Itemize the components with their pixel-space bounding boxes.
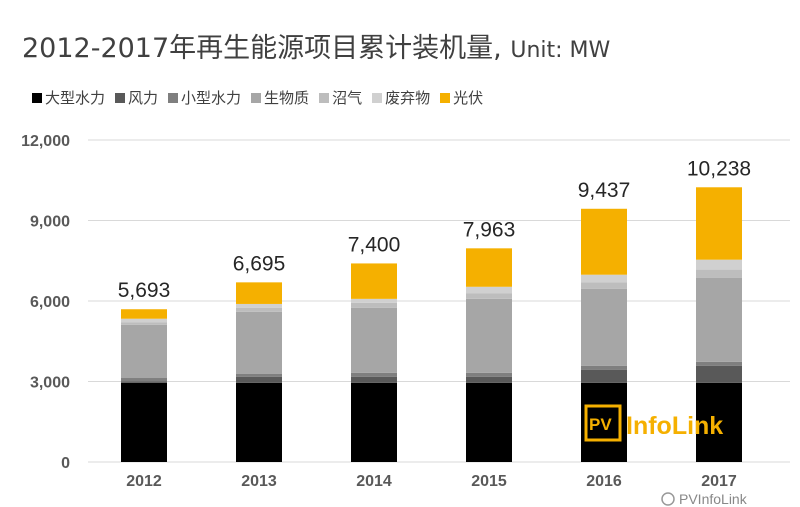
legend-label: 小型水力 <box>181 89 242 107</box>
legend-swatch <box>168 92 179 103</box>
pv-logo-text: PV <box>589 415 612 434</box>
unit-label: Unit: MW <box>510 38 611 63</box>
bar-segment <box>466 382 512 462</box>
bar-segment <box>466 248 512 287</box>
bar-segment <box>351 372 397 377</box>
wechat-icon <box>661 492 675 506</box>
x-tick-label: 2016 <box>586 473 622 490</box>
bar-segment <box>236 373 282 377</box>
legend-label: 光伏 <box>453 89 484 107</box>
bar-segment <box>466 286 512 294</box>
bar-segment <box>121 381 167 383</box>
y-tick-label: 9,000 <box>30 214 70 231</box>
legend-item: 废弃物 <box>372 87 430 108</box>
bar-segment <box>581 282 627 289</box>
bar-segment <box>351 376 397 383</box>
legend-swatch <box>372 92 383 103</box>
legend-label: 生物质 <box>264 89 310 107</box>
legend-swatch <box>115 92 126 103</box>
y-tick-label: 6,000 <box>30 294 70 311</box>
bar-segment <box>466 293 512 299</box>
bar-segment <box>236 303 282 308</box>
bar-segment <box>236 307 282 312</box>
bar-segment <box>121 318 167 323</box>
legend-label: 大型水力 <box>45 89 106 107</box>
bar-segment <box>696 277 742 362</box>
legend-swatch <box>251 92 262 103</box>
total-label: 6,695 <box>233 252 286 275</box>
bar-segment <box>581 365 627 370</box>
x-tick-label: 2013 <box>241 473 277 490</box>
total-label: 7,400 <box>348 233 401 256</box>
x-tick-label: 2017 <box>701 473 737 490</box>
bar-segment <box>696 269 742 278</box>
legend-item: 大型水力 <box>32 87 105 108</box>
bar-segment <box>236 376 282 383</box>
total-label: 9,437 <box>578 179 631 202</box>
bar-segment <box>121 378 167 382</box>
legend-swatch <box>319 92 330 103</box>
legend-item: 光伏 <box>440 87 483 108</box>
bar-segment <box>466 298 512 373</box>
legend: 大型水力 风力 小型水力 生物质 沼气 废弃物 光伏 <box>32 87 483 108</box>
total-label: 7,963 <box>463 218 516 241</box>
y-tick-label: 3,000 <box>30 375 70 392</box>
bar-segment <box>351 382 397 462</box>
bar-segment <box>581 288 627 366</box>
bar-segment <box>466 376 512 383</box>
bar-segment <box>121 324 167 379</box>
x-tick-label: 2015 <box>471 473 507 490</box>
bar-segment <box>696 187 742 260</box>
legend-swatch <box>32 92 42 103</box>
pv-logo-box <box>584 404 622 442</box>
legend-swatch <box>440 92 451 103</box>
bar-segment <box>696 259 742 270</box>
legend-label: 风力 <box>128 89 159 107</box>
infolink-logo-text: InfoLink <box>626 412 723 440</box>
legend-label: 废弃物 <box>385 89 431 107</box>
legend-item: 生物质 <box>251 87 309 108</box>
bar-segment <box>351 263 397 299</box>
bar-segment <box>121 309 167 319</box>
y-tick-label: 0 <box>61 455 70 472</box>
bar-segment <box>236 382 282 462</box>
bar-segment <box>351 298 397 303</box>
bar-segment <box>696 361 742 366</box>
x-tick-label: 2012 <box>126 473 162 490</box>
legend-label: 沼气 <box>332 89 363 107</box>
wechat-label: PVInfoLink <box>679 491 748 507</box>
bar-segment <box>236 282 282 304</box>
title-text: 2012-2017年再生能源项目累计装机量, <box>22 33 502 64</box>
bar-segment <box>581 208 627 275</box>
bar-segment <box>351 307 397 373</box>
legend-item: 沼气 <box>319 87 362 108</box>
bar-segment <box>466 372 512 377</box>
bar-segment <box>121 322 167 325</box>
bar-segment <box>236 311 282 374</box>
bar-segment <box>121 382 167 462</box>
chart-title: 2012-2017年再生能源项目累计装机量, Unit: MW <box>22 26 610 65</box>
bar-segment <box>696 365 742 383</box>
total-label: 5,693 <box>118 279 171 302</box>
bar-segment <box>581 274 627 283</box>
total-label: 10,238 <box>687 157 751 180</box>
bar-segment <box>351 302 397 308</box>
bar-segment <box>581 369 627 383</box>
bar-segment <box>696 382 742 462</box>
y-tick-label: 12,000 <box>21 133 70 150</box>
legend-item: 风力 <box>115 87 158 108</box>
legend-item: 小型水力 <box>168 87 241 108</box>
x-tick-label: 2014 <box>356 473 392 490</box>
